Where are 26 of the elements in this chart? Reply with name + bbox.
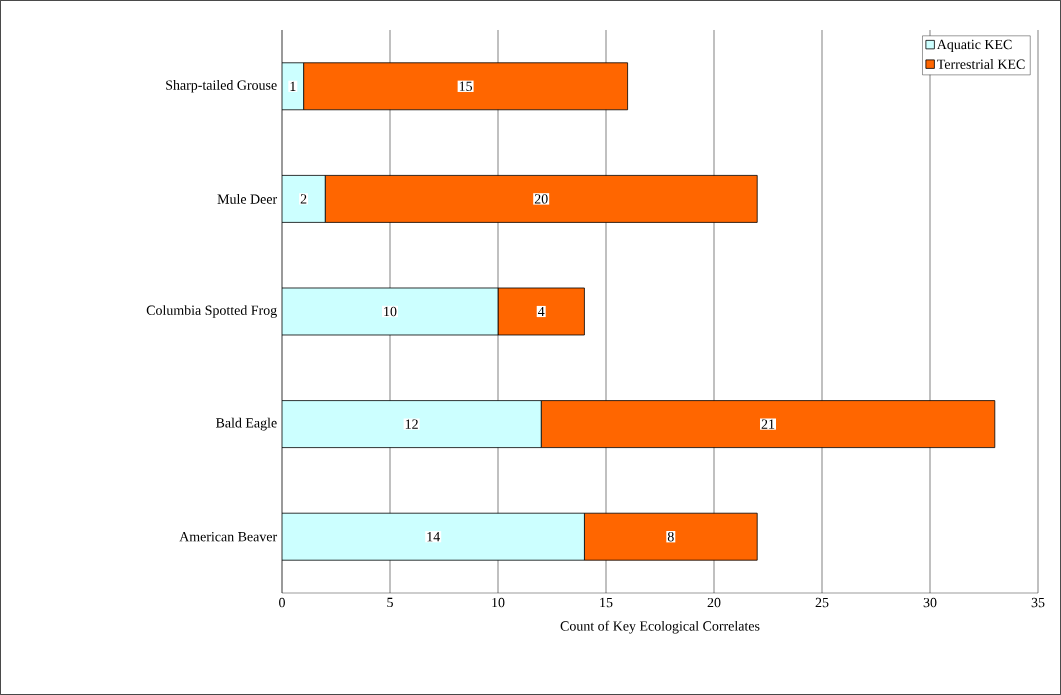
x-tick-label: 25 (815, 597, 829, 608)
data-label: 15 (459, 81, 473, 91)
y-tick-label: American Beaver (179, 532, 278, 542)
data-label: 20 (534, 194, 548, 204)
data-label: 12 (405, 419, 418, 429)
data-label: 4 (537, 306, 545, 317)
y-tick-label: Bald Eagle (215, 417, 277, 431)
data-label: 1 (290, 81, 296, 91)
y-tick-label: Columbia Spotted Frog (146, 305, 277, 318)
legend-label: Terrestrial KEC (937, 59, 1025, 69)
x-tick-label: 30 (923, 597, 937, 608)
y-tick-label: Sharp-tailed Grouse (166, 79, 277, 93)
x-axis-title: Count of Key Ecological Correlates (560, 620, 760, 634)
data-label: 14 (427, 532, 440, 542)
y-tick-label: Mule Deer (217, 193, 278, 204)
x-tick-label: 0 (279, 597, 285, 608)
data-label: 2 (300, 194, 307, 204)
x-tick-label: 10 (492, 597, 505, 608)
legend-label: Aquatic KEC (936, 39, 1012, 53)
x-tick-label: 20 (707, 597, 721, 608)
x-tick-label: 15 (600, 597, 613, 608)
data-label: 8 (667, 531, 674, 542)
data-label: 10 (384, 306, 397, 317)
x-tick-label: 5 (387, 597, 393, 608)
data-label: 21 (761, 419, 775, 429)
x-tick-label: 35 (1031, 597, 1045, 608)
